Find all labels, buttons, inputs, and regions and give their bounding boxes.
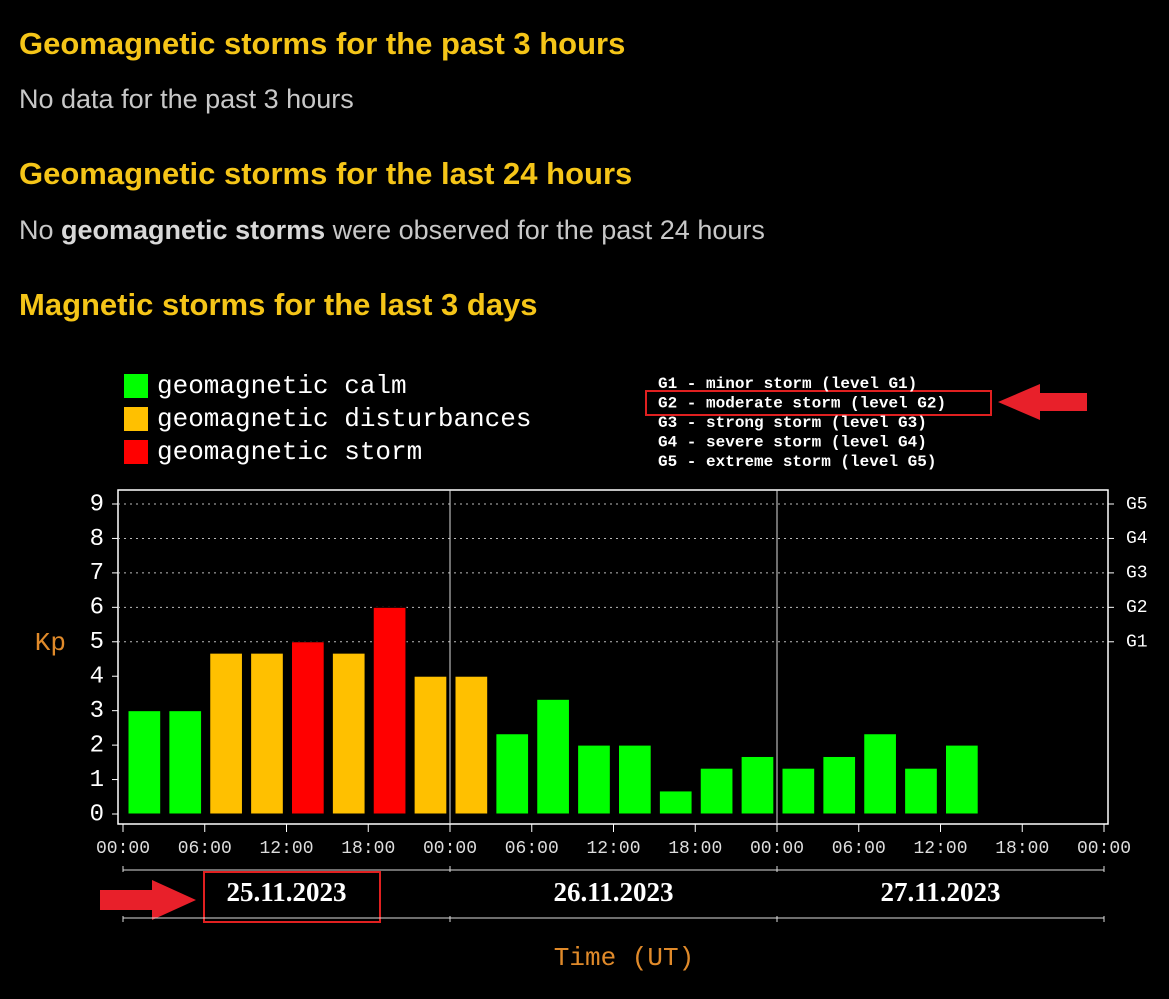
date-label: 25.11.2023 bbox=[226, 877, 346, 907]
y-tick-label: 7 bbox=[90, 560, 104, 587]
x-tick-label: 00:00 bbox=[1077, 839, 1131, 859]
arrow bbox=[998, 384, 1087, 420]
y-tick-label: 0 bbox=[90, 801, 104, 828]
date-label: 26.11.2023 bbox=[553, 877, 673, 907]
x-tick-label: 06:00 bbox=[832, 839, 886, 859]
bar bbox=[372, 606, 407, 815]
highlight-box bbox=[645, 390, 992, 416]
bar bbox=[618, 744, 652, 815]
bold-text: geomagnetic storms bbox=[61, 215, 326, 245]
bar bbox=[291, 641, 325, 815]
heading: Geomagnetic storms for the last 24 hours bbox=[19, 156, 633, 191]
x-axis-label: Time (UT) bbox=[554, 943, 694, 973]
x-tick-label: 06:00 bbox=[178, 839, 232, 859]
y2-tick-label: G2 bbox=[1126, 598, 1148, 618]
x-tick-label: 00:00 bbox=[750, 839, 804, 859]
legend-swatch bbox=[124, 407, 148, 431]
x-tick-label: 00:00 bbox=[423, 839, 477, 859]
x-tick-label: 12:00 bbox=[586, 839, 640, 859]
bar bbox=[250, 652, 284, 815]
storm-level-label: G4 - severe storm (level G4) bbox=[658, 434, 927, 452]
arrow bbox=[100, 880, 196, 920]
text: No bbox=[19, 215, 62, 245]
x-tick-label: 12:00 bbox=[913, 839, 967, 859]
paragraph: No data for the past 3 hours bbox=[19, 84, 354, 114]
legend-swatch bbox=[124, 440, 148, 464]
x-tick-label: 12:00 bbox=[259, 839, 313, 859]
bar bbox=[740, 755, 775, 815]
highlight-box bbox=[203, 871, 381, 923]
bar bbox=[863, 733, 897, 815]
storm-level-label: G3 - strong storm (level G3) bbox=[658, 414, 927, 432]
bar bbox=[331, 652, 366, 815]
y2-tick-label: G3 bbox=[1126, 564, 1148, 584]
legend-swatch bbox=[124, 374, 148, 398]
storm-level-label: G5 - extreme storm (level G5) bbox=[658, 453, 936, 471]
legend-label: geomagnetic calm bbox=[157, 371, 407, 401]
bar bbox=[168, 710, 203, 815]
bar bbox=[699, 767, 734, 815]
y2-tick-label: G5 bbox=[1126, 495, 1148, 515]
x-tick-label: 06:00 bbox=[505, 839, 559, 859]
storm-level-label: G2 - moderate storm (level G2) bbox=[658, 395, 946, 413]
y-tick-label: 5 bbox=[90, 629, 104, 656]
paragraph: No geomagnetic storms were observed for … bbox=[19, 215, 765, 246]
x-tick-label: 18:00 bbox=[341, 839, 395, 859]
bar bbox=[495, 733, 530, 815]
x-tick-label: 00:00 bbox=[96, 839, 150, 859]
y-tick-label: 9 bbox=[90, 491, 104, 518]
bar bbox=[945, 744, 979, 815]
x-tick-label: 18:00 bbox=[995, 839, 1049, 859]
y2-tick-label: G4 bbox=[1126, 529, 1148, 549]
y-tick-label: 8 bbox=[90, 526, 104, 553]
legend-label: geomagnetic disturbances bbox=[157, 404, 531, 434]
date-label: 27.11.2023 bbox=[880, 877, 1000, 907]
legend-label: geomagnetic storm bbox=[157, 437, 422, 467]
heading: Geomagnetic storms for the past 3 hours bbox=[19, 26, 626, 61]
bar bbox=[822, 755, 857, 815]
bar bbox=[413, 675, 448, 815]
bar bbox=[127, 710, 162, 815]
y-tick-label: 3 bbox=[90, 698, 104, 725]
y-tick-label: 2 bbox=[90, 732, 104, 759]
storm-level-label: G1 - minor storm (level G1) bbox=[658, 375, 917, 393]
y-axis-label: Kp bbox=[35, 628, 66, 658]
y2-tick-label: G1 bbox=[1126, 633, 1148, 653]
bar bbox=[781, 767, 816, 815]
y-tick-label: 4 bbox=[90, 664, 104, 691]
bar bbox=[577, 744, 611, 815]
bar bbox=[658, 790, 693, 815]
y-tick-label: 1 bbox=[90, 767, 104, 794]
bar bbox=[454, 675, 489, 815]
bar bbox=[209, 652, 243, 815]
y-tick-label: 6 bbox=[90, 595, 104, 622]
bar bbox=[536, 698, 570, 815]
x-tick-label: 18:00 bbox=[668, 839, 722, 859]
heading: Magnetic storms for the last 3 days bbox=[19, 287, 538, 322]
text: were observed for the past 24 hours bbox=[325, 215, 765, 245]
bar bbox=[904, 767, 938, 815]
